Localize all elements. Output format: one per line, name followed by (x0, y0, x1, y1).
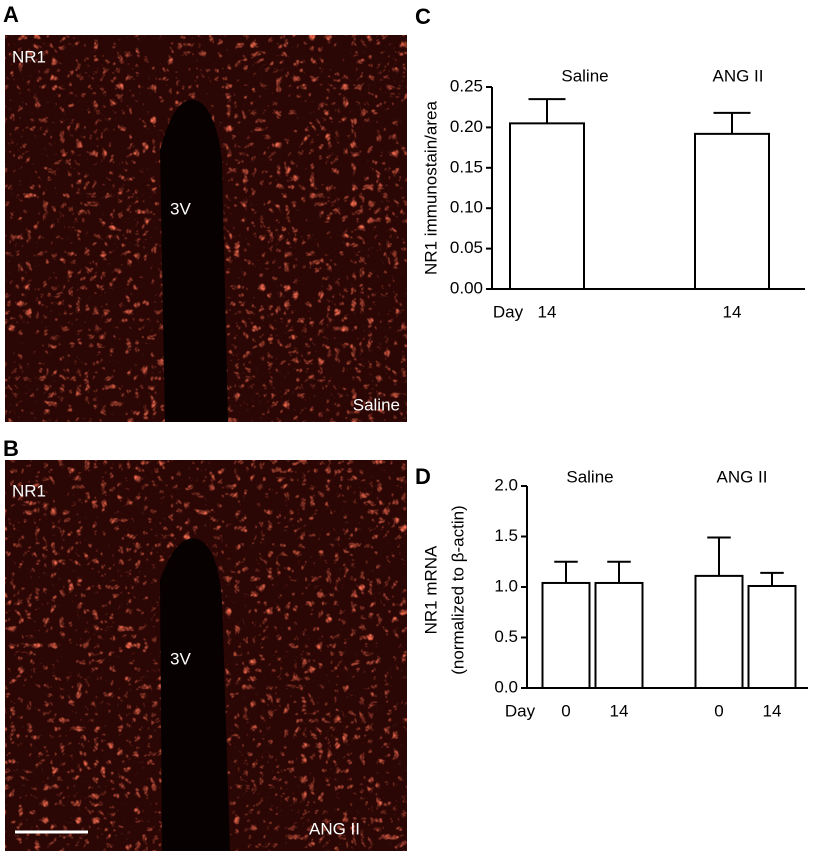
x-tick-label: 14 (610, 701, 629, 720)
bar (694, 132, 770, 290)
panel-letter: B (3, 436, 19, 461)
y-tick-label: 2.0 (494, 475, 518, 494)
group-label: ANG II (716, 467, 767, 486)
micrograph-b (5, 460, 407, 851)
bar (747, 584, 797, 689)
x-tick-label: 14 (538, 302, 557, 321)
x-tick-label: 0 (561, 701, 570, 720)
group-label: Saline (561, 66, 608, 85)
region-label: 3V (170, 649, 191, 668)
bar (694, 574, 744, 690)
y-tick-label: 0.00 (450, 278, 483, 297)
x-axis-label: Day (493, 302, 524, 321)
y-axis-label: NR1 immunostain/area (421, 101, 440, 275)
y-tick-label: 0.20 (450, 117, 483, 136)
y-tick-label: 0.05 (450, 238, 483, 257)
bar (541, 581, 591, 690)
y-tick-label: 0.15 (450, 157, 483, 176)
stain-label: NR1 (12, 481, 46, 500)
x-tick-label: 14 (723, 302, 742, 321)
panel-letter: D (415, 464, 431, 489)
y-axis-label: NR1 mRNA (421, 545, 440, 634)
bar (594, 581, 644, 690)
y-tick-label: 1.5 (494, 526, 518, 545)
panel-letter: C (415, 4, 431, 29)
stain-label: NR1 (12, 47, 46, 66)
y-tick-label: 0.0 (494, 677, 518, 696)
y-tick-label: 0.25 (450, 76, 483, 95)
x-tick-label: 0 (714, 701, 723, 720)
condition-label: ANG II (309, 819, 360, 838)
condition-label: Saline (353, 395, 400, 414)
region-label: 3V (170, 199, 191, 218)
y-tick-label: 0.5 (494, 627, 518, 646)
y-tick-label: 0.10 (450, 198, 483, 217)
group-label: Saline (566, 467, 613, 486)
y-tick-label: 1.0 (494, 576, 518, 595)
x-tick-label: 14 (763, 701, 782, 720)
micrograph-a (5, 35, 407, 423)
bar (509, 122, 585, 290)
panel-letter: A (3, 2, 19, 27)
y-axis-label: (normalized to β-actin) (448, 505, 467, 674)
group-label: ANG II (712, 66, 763, 85)
x-axis-label: Day (505, 701, 536, 720)
